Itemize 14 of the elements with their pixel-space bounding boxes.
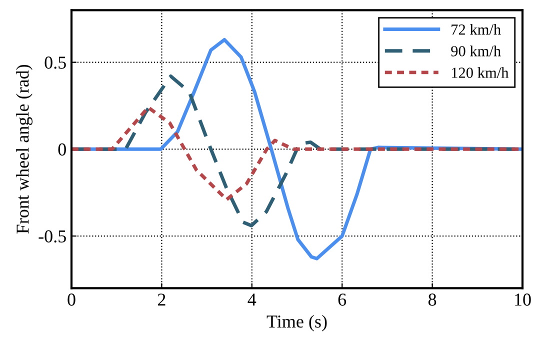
x-tick-label: 4 <box>248 294 256 306</box>
x-axis-title: Time (s) <box>266 314 327 332</box>
x-tick-label: 6 <box>338 294 346 306</box>
y-tick-label: 0 <box>58 143 66 156</box>
x-tick-label: 10 <box>515 294 531 306</box>
legend-label: 120 km/h <box>452 67 509 78</box>
y-axis-title: Front wheel angle (rad) <box>16 64 32 234</box>
y-tick-label: 0.5 <box>44 56 66 69</box>
legend-label: 90 km/h <box>451 46 501 56</box>
x-tick-label: 2 <box>158 294 166 306</box>
y-tick-label: -0.5 <box>38 230 66 243</box>
legend-label: 72 km/h <box>452 24 501 35</box>
x-tick-label: 8 <box>428 294 436 306</box>
x-tick-label: 0 <box>68 294 76 306</box>
